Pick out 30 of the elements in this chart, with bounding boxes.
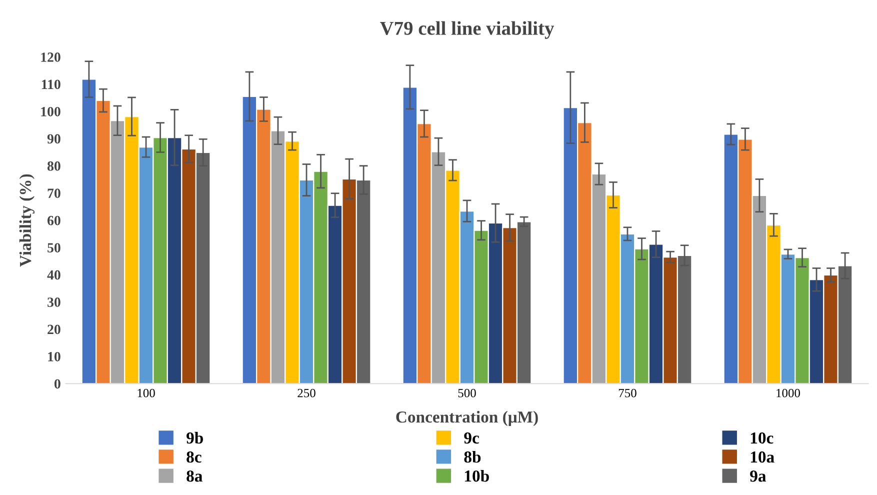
y-tick-label: 60: [48, 216, 60, 226]
y-tick-label: 30: [48, 298, 60, 307]
legend-label: 8b: [464, 450, 481, 463]
legend-label: 10c: [750, 432, 774, 444]
y-tick-label: 50: [48, 243, 60, 252]
x-tick-label: 250: [298, 388, 316, 398]
x-axis-title: Concentration (μM): [396, 410, 538, 426]
x-tick-label: 100: [138, 388, 155, 398]
y-axis-title: Viability (%): [19, 174, 35, 267]
legend-label: 9b: [186, 432, 203, 444]
y-tick-label: 120: [41, 52, 60, 62]
x-tick-label: 500: [458, 388, 476, 398]
y-tick-label: 100: [41, 106, 60, 116]
y-tick-label: 10: [48, 352, 60, 362]
legend-label: 9a: [750, 470, 766, 482]
x-tick-label: 750: [618, 388, 636, 398]
y-tick-label: 110: [42, 80, 60, 90]
legend-label: 10a: [750, 451, 774, 463]
chart-title: V79 cell line viability: [380, 21, 554, 39]
legend-label: 9c: [464, 432, 479, 444]
y-tick-label: 20: [48, 324, 60, 334]
legend-label: 8c: [186, 451, 202, 463]
x-tick-label: 1000: [776, 388, 800, 398]
y-tick-label: 40: [47, 270, 60, 280]
y-tick-label: 80: [47, 161, 60, 171]
legend-label: 8a: [186, 470, 202, 482]
y-tick-label: 0: [54, 379, 60, 389]
y-tick-label: 70: [48, 188, 60, 198]
legend-label: 10b: [465, 470, 489, 482]
y-tick-label: 90: [47, 134, 60, 144]
